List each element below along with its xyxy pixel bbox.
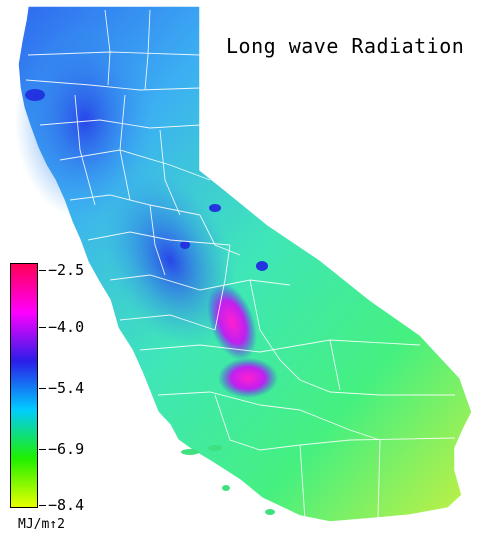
legend-tick-label: −8.4 — [48, 496, 85, 514]
sierra-spot — [256, 261, 268, 271]
legend-tick — [39, 388, 46, 389]
legend-tick-label: −4.0 — [48, 318, 85, 336]
color-scale-bar — [10, 263, 38, 508]
legend-tick-label: −2.5 — [48, 261, 85, 279]
legend-tick-label: −6.9 — [48, 440, 85, 458]
legend-tick — [39, 505, 46, 506]
county-boundaries — [25, 9, 456, 521]
legend-tick — [39, 449, 46, 450]
hotspot-region — [207, 283, 257, 361]
legend-units: MJ/m↑2 — [18, 517, 65, 532]
legend-tick — [39, 270, 46, 271]
map-title: Long wave Radiation — [226, 34, 465, 58]
legend-tick — [39, 327, 46, 328]
legend-tick-label: −5.4 — [48, 379, 85, 397]
sierra-spot — [180, 241, 190, 249]
north-coast-band — [15, 20, 155, 220]
hotspot-region-south — [218, 358, 278, 398]
sierra-spot — [209, 204, 221, 212]
channel-islands — [181, 445, 275, 515]
central-valley-band — [102, 170, 238, 350]
northwest-spot — [25, 89, 45, 101]
